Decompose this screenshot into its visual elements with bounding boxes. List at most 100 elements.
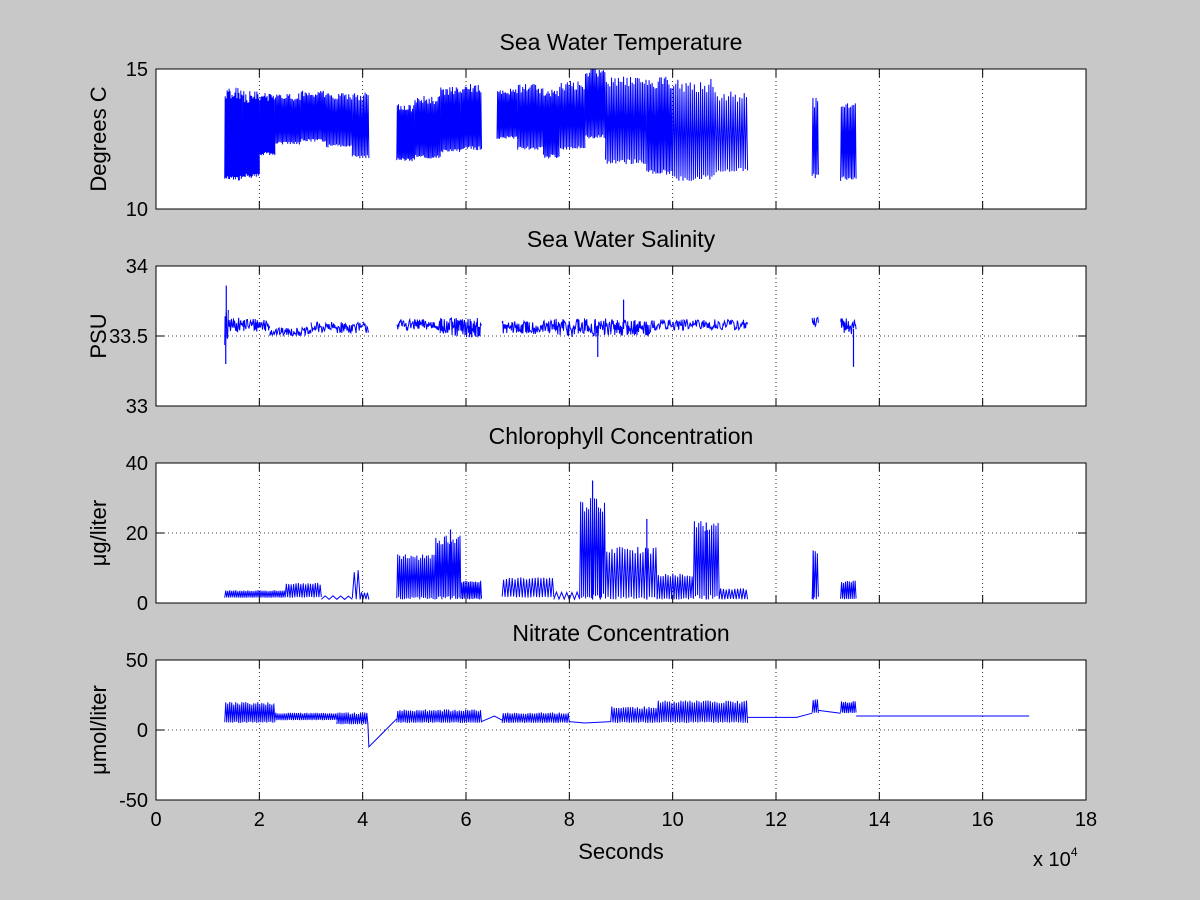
data-segment xyxy=(840,103,857,181)
data-segment xyxy=(840,701,857,714)
y-tick-label: 50 xyxy=(126,650,148,672)
data-segment xyxy=(501,712,570,724)
subplots: 10 15 Sea Water Temperature Degrees C 33 33.5… xyxy=(86,29,1097,864)
data-segment xyxy=(224,590,286,598)
data-connector xyxy=(569,721,611,724)
data-segment xyxy=(224,87,243,181)
axes-frame xyxy=(155,68,1087,210)
data-segment xyxy=(326,93,353,148)
y-axis-label: μg/liter xyxy=(86,500,111,566)
x-tick-label: 18 xyxy=(1075,809,1097,831)
series-line xyxy=(224,285,857,367)
data-segment xyxy=(496,88,519,139)
data-segment xyxy=(460,580,482,600)
y-tick-label: -50 xyxy=(119,790,148,812)
y-tick-label: 10 xyxy=(126,199,148,221)
data-segment xyxy=(558,81,586,150)
series-line xyxy=(224,480,857,601)
y-axis-label: μmol/liter xyxy=(86,685,111,775)
subplot-title: Sea Water Temperature xyxy=(500,29,743,55)
x-tick-label: 6 xyxy=(460,809,471,831)
data-connector xyxy=(747,712,813,718)
x-tick-label: 0 xyxy=(150,809,161,831)
data-segment xyxy=(258,93,276,156)
x-axis-label: Seconds xyxy=(578,839,664,864)
subplot-title: Sea Water Salinity xyxy=(527,226,716,252)
subplot-3: 0 20 40 Chlorophyll Concentration μg/liter xyxy=(86,423,1087,615)
data-segment xyxy=(269,325,312,338)
data-segment xyxy=(396,554,436,600)
data-segment xyxy=(300,90,327,142)
data-segment xyxy=(321,595,353,601)
data-segment xyxy=(396,104,415,162)
data-segment xyxy=(840,580,857,600)
data-segment xyxy=(439,316,482,338)
data-connector xyxy=(481,715,503,723)
x-tick-label: 16 xyxy=(972,809,994,831)
x-multiplier-text: x 10 xyxy=(1033,849,1071,871)
subplot-title: Nitrate Concentration xyxy=(512,620,729,646)
data-segment xyxy=(610,319,653,337)
data-segment xyxy=(811,699,819,714)
series-line xyxy=(224,699,1030,748)
data-segment xyxy=(656,700,749,723)
y-tick-label: 33.5 xyxy=(109,326,148,348)
subplot-title: Chlorophyll Concentration xyxy=(489,423,754,449)
data-segment xyxy=(605,546,658,600)
data-segment xyxy=(224,701,276,724)
y-axis-label: Degrees C xyxy=(86,86,111,191)
data-segment xyxy=(672,78,715,181)
data-segment xyxy=(811,97,819,179)
data-segment xyxy=(543,89,560,159)
data-segment xyxy=(439,87,462,153)
data-segment xyxy=(351,92,370,159)
data-segment xyxy=(396,709,482,724)
x-multiplier-exponent: 4 xyxy=(1071,845,1078,859)
data-segment xyxy=(336,712,369,725)
y-tick-label: 0 xyxy=(137,593,148,615)
y-axis-label: PSU xyxy=(86,313,111,358)
data-segment xyxy=(553,318,612,338)
data-segment xyxy=(651,318,749,332)
data-segment xyxy=(553,590,581,601)
y-tick-label: 15 xyxy=(126,59,148,81)
y-tick-label: 0 xyxy=(137,720,148,742)
data-segment xyxy=(359,592,370,600)
y-tick-label: 40 xyxy=(126,453,148,475)
data-segment xyxy=(656,573,694,600)
series-line xyxy=(224,68,857,181)
y-tick-label: 20 xyxy=(126,523,148,545)
x-tick-label: 14 xyxy=(868,809,890,831)
subplot-2: 33 33.5 34 Sea Water Salinity PSU xyxy=(86,226,1087,418)
data-segment xyxy=(434,535,462,600)
data-segment xyxy=(811,316,819,328)
data-segment xyxy=(284,582,322,598)
data-segment xyxy=(713,91,749,173)
data-segment xyxy=(274,93,302,145)
x-tick-label: 2 xyxy=(254,809,265,831)
data-segment xyxy=(501,577,555,598)
x-tick-label: 8 xyxy=(564,809,575,831)
x-tick-label: 10 xyxy=(662,809,684,831)
y-tick-label: 33 xyxy=(126,396,148,418)
data-segment xyxy=(610,706,658,724)
data-segment xyxy=(460,84,482,151)
data-segment xyxy=(840,318,857,335)
data-segment xyxy=(241,91,260,179)
data-segment xyxy=(413,96,441,159)
data-segment xyxy=(605,76,648,165)
data-connector xyxy=(818,709,841,714)
data-segment xyxy=(310,320,370,335)
data-segment xyxy=(351,570,361,600)
data-segment xyxy=(501,319,555,335)
data-segment xyxy=(517,84,544,150)
data-segment xyxy=(718,588,749,600)
data-segment xyxy=(274,712,338,721)
data-segment xyxy=(396,317,441,332)
y-tick-label: 34 xyxy=(126,256,148,278)
x-tick-label: 12 xyxy=(765,809,787,831)
data-connector xyxy=(367,718,398,748)
subplot-1: 10 15 Sea Water Temperature Degrees C xyxy=(86,29,1087,221)
